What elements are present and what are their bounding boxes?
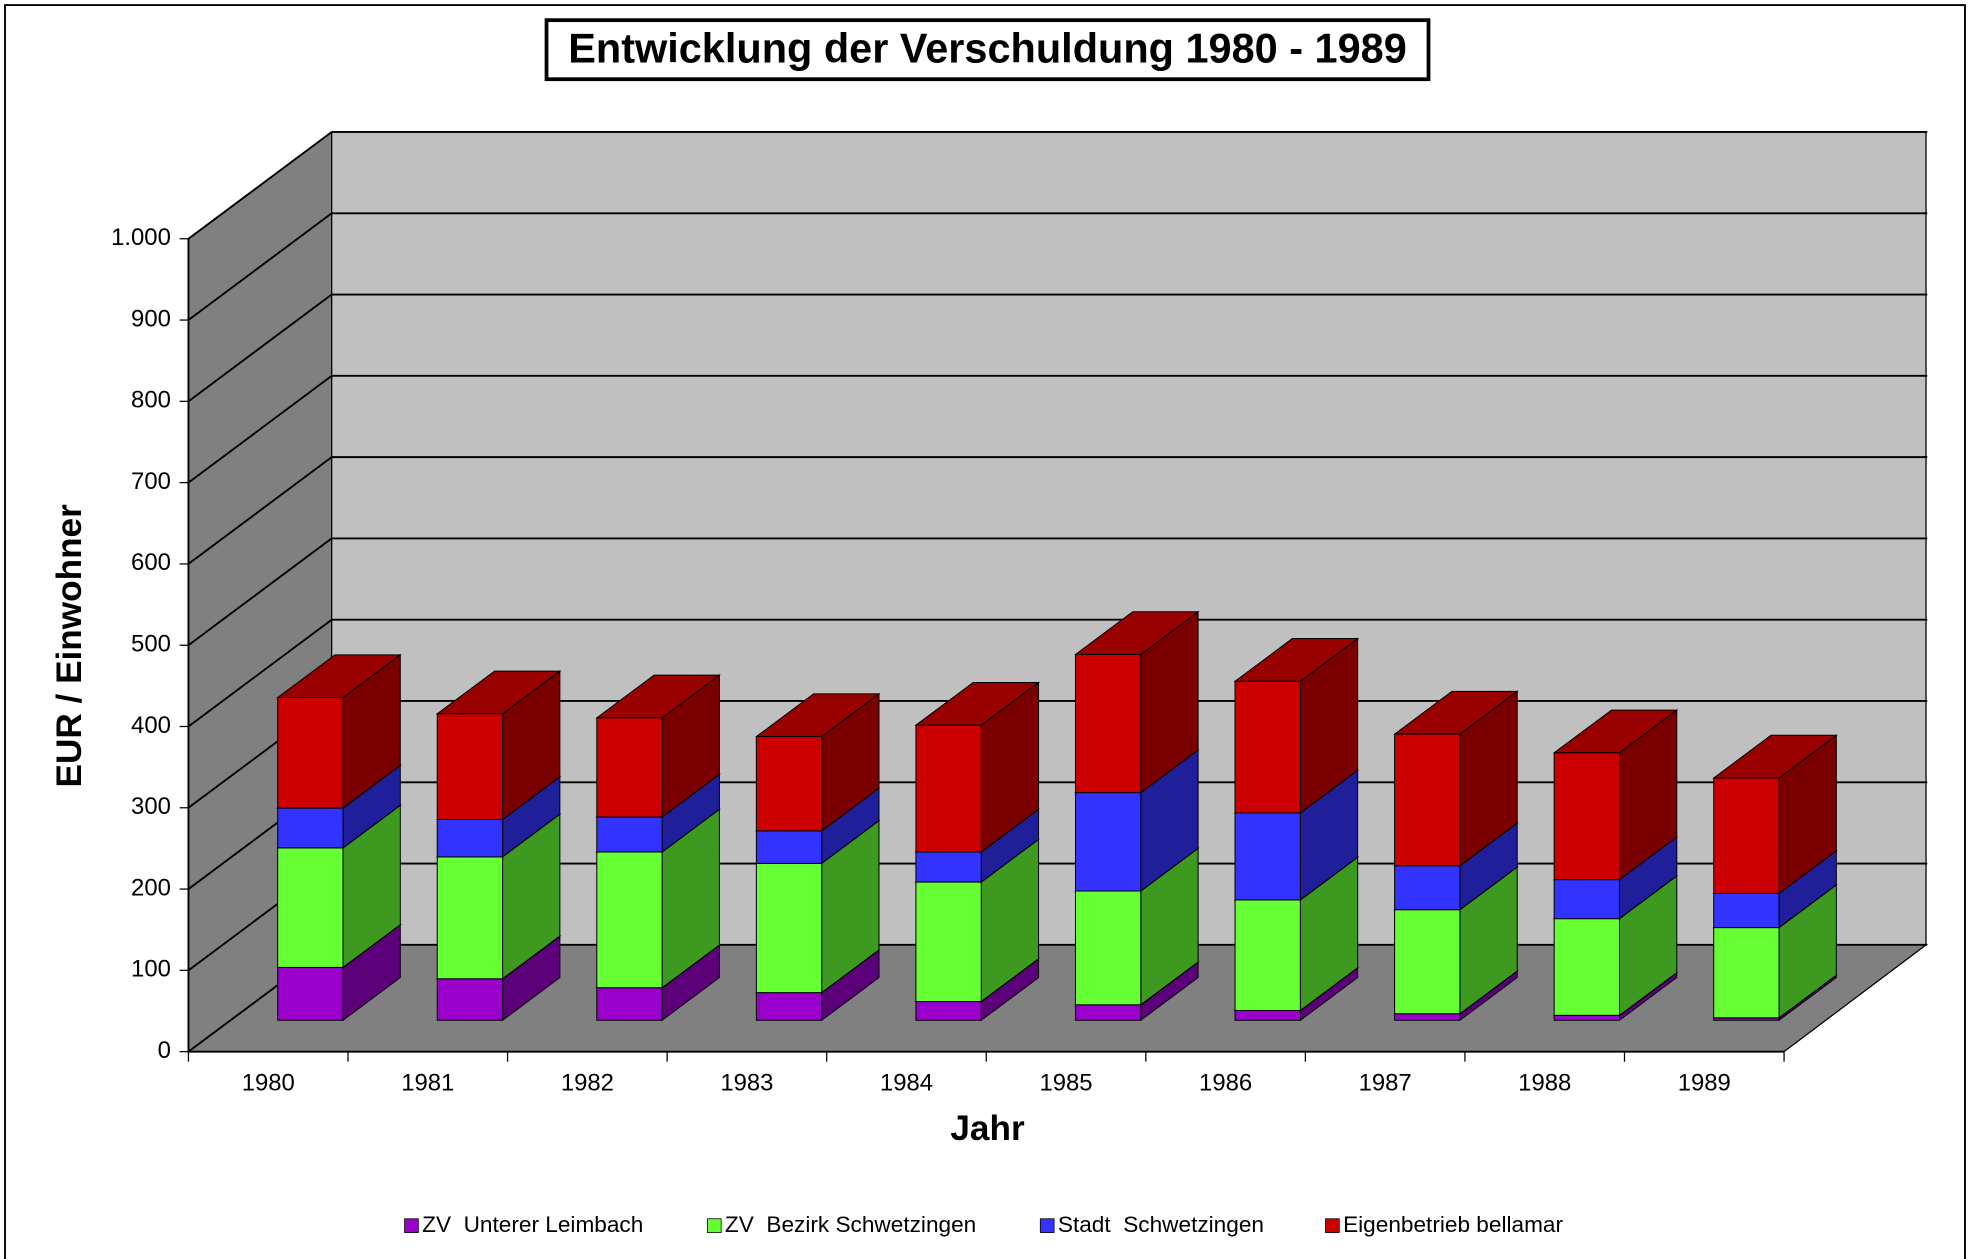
bar [1234, 680, 1301, 814]
bar [1394, 909, 1461, 1015]
y-tick-label: 0 [158, 1037, 171, 1064]
bar [1074, 653, 1142, 794]
legend-swatch [1039, 1218, 1055, 1233]
bar [755, 992, 823, 1021]
x-tick-label: 1988 [1518, 1070, 1571, 1097]
grid-line [187, 537, 333, 646]
x-tick-label: 1983 [720, 1070, 773, 1097]
y-tick-label: 100 [131, 956, 171, 983]
y-tick-label: 800 [131, 387, 171, 414]
x-tick-label: 1989 [1678, 1070, 1731, 1097]
bar [277, 807, 344, 849]
y-tick-label: 200 [131, 874, 171, 901]
bar [1234, 1009, 1301, 1021]
legend-swatch [404, 1218, 419, 1233]
bar [755, 736, 823, 832]
legend-swatch [1325, 1218, 1340, 1233]
x-tick-label: 1987 [1359, 1070, 1412, 1097]
bar [277, 966, 344, 1021]
bar [277, 847, 344, 968]
legend-label: Stadt Schwetzingen [1058, 1212, 1264, 1237]
bar [1074, 1004, 1142, 1021]
bar [915, 1001, 982, 1021]
bar [1074, 792, 1142, 892]
bar [436, 856, 504, 980]
bar [915, 881, 982, 1003]
y-tick-label: 900 [131, 305, 171, 332]
y-tick-label: 1.000 [111, 224, 171, 251]
grid-line [187, 293, 333, 403]
x-tick-label: 1980 [242, 1070, 295, 1097]
title-box [544, 18, 1431, 82]
x-tick-label: 1985 [1039, 1070, 1092, 1097]
grid-line [187, 456, 333, 565]
legend-label: ZV Bezirk Schwetzingen [725, 1212, 976, 1237]
bar [1553, 752, 1620, 881]
bar [755, 830, 823, 864]
grid-line [187, 375, 333, 484]
bar [436, 978, 504, 1021]
bar [277, 697, 344, 809]
x-tick-label: 1982 [561, 1070, 614, 1097]
y-tick-label: 500 [131, 631, 171, 658]
legend-swatch [706, 1218, 722, 1233]
x-axis-title: Jahr [950, 1109, 1025, 1148]
bar [1553, 1014, 1620, 1021]
bar [1394, 865, 1461, 911]
bar [1394, 733, 1461, 867]
bar [1074, 890, 1142, 1006]
y-tick-label: 300 [131, 793, 171, 820]
bar [596, 717, 663, 818]
x-tick-label: 1986 [1199, 1070, 1252, 1097]
y-tick-label: 600 [131, 549, 171, 576]
grid-line [187, 131, 333, 240]
bar [1394, 1013, 1461, 1021]
bar [1713, 927, 1780, 1019]
bar [1234, 812, 1301, 901]
bar [1553, 879, 1620, 920]
x-tick-label: 1984 [880, 1070, 933, 1097]
x-tick-label: 1981 [401, 1070, 454, 1097]
bar [436, 713, 504, 820]
bar [755, 862, 823, 994]
bar [1713, 892, 1780, 929]
bar [596, 987, 663, 1021]
grid-line [187, 618, 333, 728]
y-tick-label: 400 [131, 712, 171, 739]
legend-label: ZV Unterer Leimbach [422, 1212, 643, 1237]
bar [596, 816, 663, 853]
grid-line [187, 212, 333, 321]
bar [1713, 777, 1780, 894]
bar [596, 851, 663, 989]
bar [436, 818, 504, 858]
bar [1234, 899, 1301, 1011]
chart-title: Entwicklung der Verschuldung 1980 - 1989 [568, 25, 1407, 72]
y-tick-label: 700 [131, 468, 171, 495]
bar [915, 851, 982, 883]
legend-label: Eigenbetrieb bellamar [1343, 1212, 1563, 1237]
bar [1553, 918, 1620, 1016]
bar [915, 724, 982, 853]
y-axis-title: EUR / Einwohner [50, 504, 89, 788]
